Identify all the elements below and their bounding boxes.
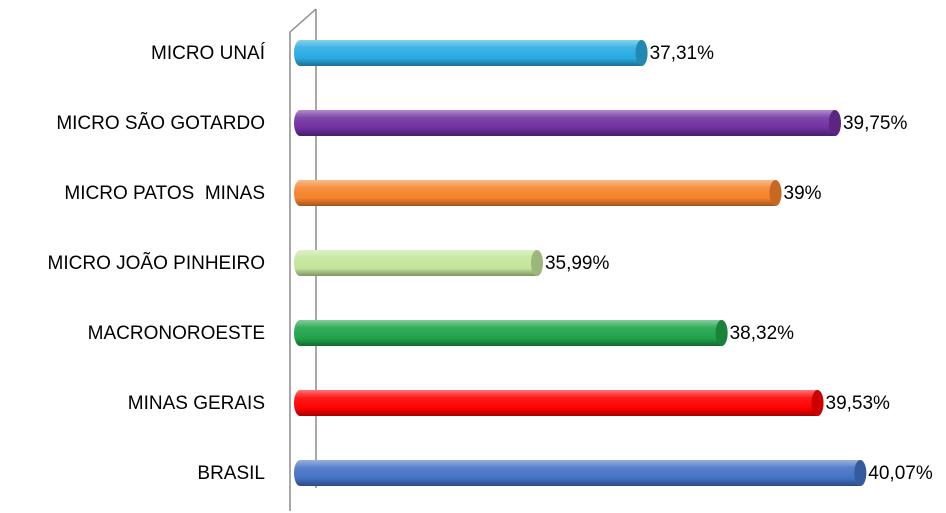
value-label: 39,53% — [826, 393, 891, 414]
bar-cap — [715, 320, 728, 346]
value-label: 37,31% — [650, 43, 715, 64]
bar — [294, 250, 543, 276]
bar-cap — [530, 250, 543, 276]
bar-cap — [854, 460, 867, 486]
bar — [294, 390, 824, 416]
y-tick-label: MINAS GERAIS — [128, 393, 265, 414]
value-label: 35,99% — [545, 253, 610, 274]
bar — [294, 40, 648, 66]
y-tick-label: MICRO JOÃO PINHEIRO — [48, 252, 265, 274]
y-tick-label: MACRONOROESTE — [88, 323, 265, 344]
bar-cap — [635, 40, 648, 66]
y-tick-label: MICRO SÃO GOTARDO — [56, 112, 265, 134]
bar — [294, 460, 867, 486]
bar — [294, 180, 782, 206]
value-label: 38,32% — [730, 323, 795, 344]
bar — [294, 320, 728, 346]
bar-cap — [769, 180, 782, 206]
y-tick-label: MICRO PATOS MINAS — [64, 183, 265, 204]
bar — [294, 110, 841, 136]
axis-wall-edge — [289, 8, 317, 33]
y-tick-label: BRASIL — [197, 463, 265, 484]
value-label: 40,07% — [868, 463, 933, 484]
value-label: 39% — [784, 183, 822, 204]
bar-cap — [811, 390, 824, 416]
value-label: 39,75% — [843, 113, 908, 134]
y-tick-label: MICRO UNAÍ — [151, 43, 266, 64]
bar-cap — [828, 110, 841, 136]
